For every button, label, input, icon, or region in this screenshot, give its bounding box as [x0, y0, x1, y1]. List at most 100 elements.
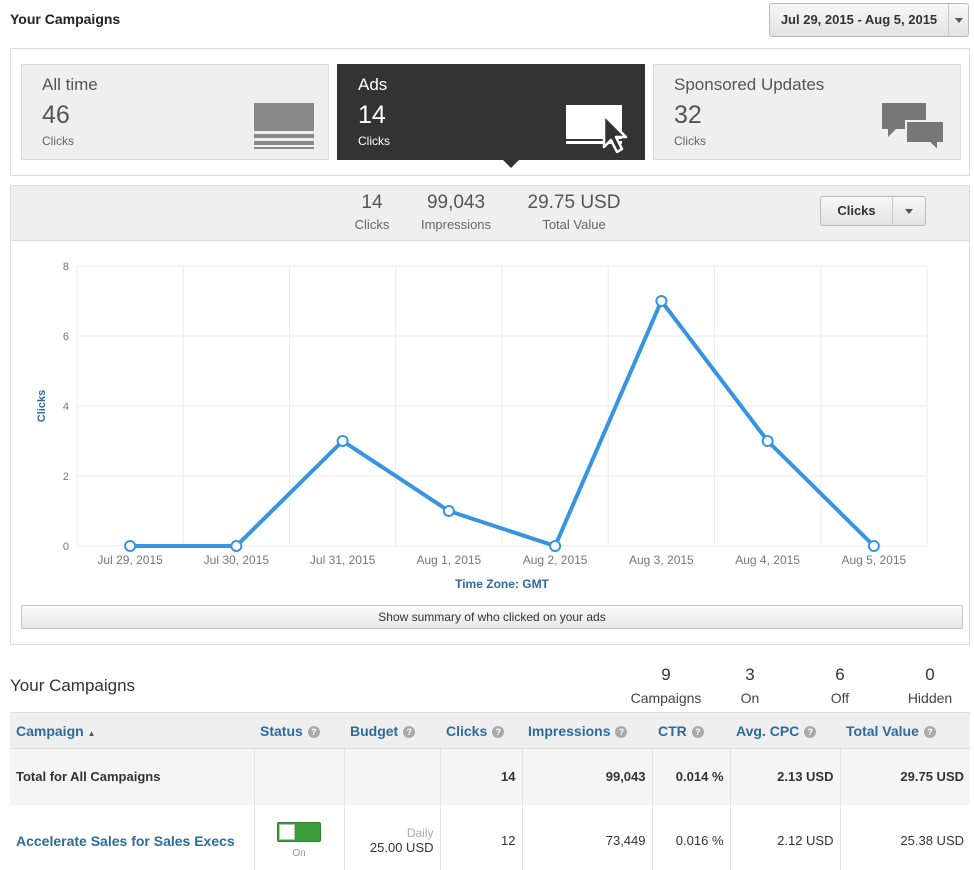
data-point — [549, 540, 562, 552]
chart-panel: 14 Clicks 99,043 Impressions 29.75 USD T… — [10, 185, 970, 645]
card-value: 32 — [674, 101, 702, 129]
help-icon[interactable]: ? — [403, 725, 416, 738]
column-header-impressions[interactable]: Impressions? — [522, 712, 652, 749]
card-all-time[interactable]: All time 46 Clicks — [21, 64, 329, 160]
card-title: Ads — [358, 75, 388, 94]
card-unit: Clicks — [358, 134, 390, 148]
help-icon[interactable]: ? — [307, 725, 320, 738]
column-header-campaign[interactable]: Campaign ▲ — [10, 712, 254, 749]
campaigns-table: Campaign ▲ Status? Budget? Clicks? Impre… — [10, 712, 970, 870]
column-header-avg-cpc[interactable]: Avg. CPC? — [730, 712, 840, 749]
totals-impressions: 99,043 — [521, 748, 652, 805]
toggle-knob — [279, 824, 295, 840]
x-tick-label: Aug 1, 2015 — [417, 553, 482, 567]
date-range-label: Jul 29, 2015 - Aug 5, 2015 — [780, 12, 938, 27]
card-value: 46 — [42, 101, 70, 129]
help-icon[interactable]: ? — [615, 725, 628, 738]
y-axis-title: Clicks — [36, 390, 48, 422]
stats-bar: 14 Clicks 99,043 Impressions 29.75 USD T… — [11, 186, 969, 241]
metric-select-dropdown[interactable] — [893, 197, 925, 225]
count-value: 3 — [745, 665, 755, 684]
y-tick-label: 0 — [63, 541, 69, 553]
date-range-picker[interactable]: Jul 29, 2015 - Aug 5, 2015 — [769, 3, 969, 37]
column-label: Budget — [350, 722, 399, 739]
table-row: Accelerate Sales for Sales Execs On Dail… — [10, 804, 970, 870]
metric-select[interactable]: Clicks — [820, 196, 926, 226]
card-ads[interactable]: Ads 14 Clicks — [337, 64, 645, 168]
active-card-pointer — [502, 159, 520, 168]
card-sponsored-updates[interactable]: Sponsored Updates 32 Clicks — [653, 64, 961, 160]
totals-label: Total for All Campaigns — [10, 748, 254, 805]
totals-status — [253, 748, 344, 805]
status-label: On — [292, 848, 306, 859]
data-point — [124, 540, 137, 552]
ctr-cell: 0.016 % — [651, 804, 730, 870]
stat-label: Clicks — [354, 217, 390, 232]
column-header-ctr[interactable]: CTR? — [652, 712, 730, 749]
column-label: Total Value — [846, 722, 919, 739]
help-icon[interactable]: ? — [492, 725, 505, 738]
budget-value[interactable]: 25.00 USD — [369, 840, 434, 855]
data-point — [867, 540, 880, 552]
status-toggle[interactable] — [277, 822, 321, 842]
column-label: Clicks — [446, 722, 488, 739]
x-tick-label: Jul 31, 2015 — [310, 553, 376, 567]
count-label: Hidden — [907, 690, 953, 706]
campaign-name-cell: Accelerate Sales for Sales Execs — [10, 805, 254, 870]
data-point — [336, 435, 349, 447]
count-label: On — [740, 690, 760, 706]
budget-cell: Daily 25.00 USD — [343, 804, 440, 870]
column-label: Impressions — [528, 722, 611, 739]
stat-impressions: 99,043 Impressions — [411, 192, 501, 232]
campaign-link[interactable]: Accelerate Sales for Sales Execs — [16, 832, 235, 849]
help-icon[interactable]: ? — [691, 725, 704, 738]
data-point — [230, 540, 243, 552]
chat-bubbles-icon — [882, 103, 945, 151]
clicks-line-chart: 0 2 4 6 8 Jul 29, 2015 Jul 30, 2015 Jul 31, 201… — [36, 261, 928, 591]
column-header-clicks[interactable]: Clicks? — [440, 712, 522, 749]
total-value-cell: 25.38 USD — [839, 804, 970, 870]
date-range-dropdown-button[interactable] — [948, 4, 968, 36]
clicks-cell: 12 — [439, 804, 522, 870]
x-tick-label: Jul 29, 2015 — [97, 553, 163, 567]
column-label: Campaign — [16, 722, 84, 739]
show-summary-button[interactable]: Show summary of who clicked on your ads — [21, 605, 963, 629]
column-header-status[interactable]: Status? — [254, 712, 344, 749]
stat-label: Total Value — [542, 217, 606, 232]
summary-cards-panel: All time 46 Clicks Ads 14 Clicks Sponsor… — [10, 48, 970, 176]
campaigns-section-title: Your Campaigns — [10, 676, 136, 695]
totals-value: 29.75 USD — [839, 748, 970, 805]
series-line — [130, 299, 876, 548]
count-campaigns: 9 Campaigns — [624, 665, 708, 706]
count-off[interactable]: 6 Off — [810, 665, 870, 706]
y-tick-label: 4 — [63, 401, 69, 413]
help-icon[interactable]: ? — [804, 725, 817, 738]
stat-value: 14 — [361, 192, 383, 213]
count-value: 9 — [661, 665, 671, 684]
x-tick-label: Aug 4, 2015 — [735, 553, 800, 567]
metric-select-label: Clicks — [821, 197, 893, 225]
totals-row: Total for All Campaigns 14 99,043 0.014 … — [10, 748, 970, 805]
count-hidden[interactable]: 0 Hidden — [896, 665, 964, 706]
avg-cpc-cell: 2.12 USD — [729, 804, 840, 870]
stat-total-value: 29.75 USD Total Value — [511, 192, 637, 232]
stacked-lines-icon — [254, 103, 314, 149]
x-tick-label: Jul 30, 2015 — [204, 553, 270, 567]
totals-budget — [343, 748, 440, 805]
count-value: 0 — [925, 665, 935, 684]
y-tick-label: 6 — [63, 331, 69, 343]
count-on[interactable]: 3 On — [720, 665, 780, 706]
column-header-budget[interactable]: Budget? — [344, 712, 440, 749]
data-point — [655, 295, 668, 307]
help-icon[interactable]: ? — [923, 725, 936, 738]
x-tick-label: Aug 3, 2015 — [629, 553, 694, 567]
totals-clicks: 14 — [439, 748, 522, 805]
count-value: 6 — [835, 665, 845, 684]
sort-ascending-icon: ▲ — [87, 728, 96, 738]
stat-value: 29.75 USD — [527, 192, 621, 213]
budget-type: Daily — [406, 826, 434, 840]
chevron-down-icon — [954, 17, 963, 23]
impressions-cell: 73,449 — [521, 804, 652, 870]
y-tick-label: 2 — [63, 471, 69, 483]
column-header-total-value[interactable]: Total Value? — [840, 712, 970, 749]
